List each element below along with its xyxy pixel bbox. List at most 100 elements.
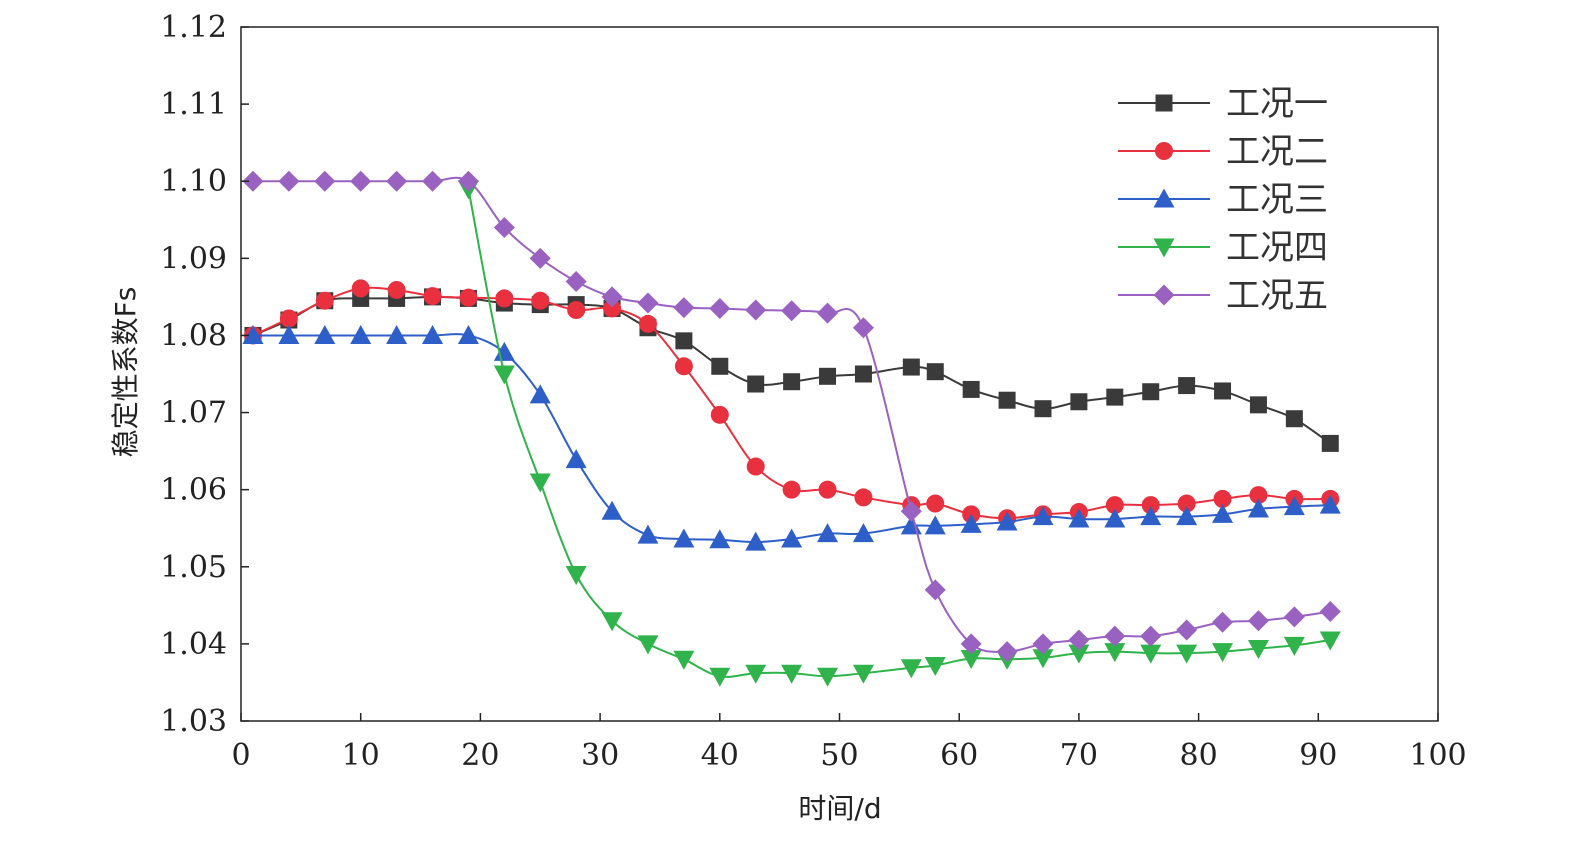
legend-marker (1153, 238, 1175, 258)
data-point (1140, 625, 1162, 647)
data-point (854, 365, 872, 383)
data-point (1212, 643, 1234, 663)
data-point (565, 449, 587, 469)
data-point (1249, 486, 1268, 505)
data-point (783, 373, 801, 391)
y-tick-label: 1.05 (160, 550, 227, 585)
data-point (493, 216, 515, 238)
data-point (926, 494, 945, 513)
y-tick-label: 1.03 (160, 704, 227, 739)
legend-label: 工况一 (1226, 84, 1328, 124)
y-tick-label: 1.10 (160, 164, 227, 199)
data-point (817, 667, 839, 687)
legend-item: 工况一 (1118, 84, 1328, 124)
legend-marker (1153, 284, 1175, 306)
y-tick-label: 1.08 (160, 318, 227, 353)
data-point (1319, 601, 1341, 623)
data-point (350, 324, 372, 344)
x-tick-label: 0 (231, 738, 250, 773)
data-point (386, 170, 408, 192)
data-point (1068, 508, 1090, 528)
data-point (242, 170, 264, 192)
data-point (529, 473, 551, 493)
legend-label: 工况五 (1226, 276, 1328, 316)
data-point (819, 367, 837, 385)
legend-label: 工况三 (1226, 180, 1328, 220)
data-point (1104, 508, 1126, 528)
data-point (924, 515, 946, 535)
data-point (900, 659, 922, 679)
data-point (1212, 611, 1234, 633)
legend-label: 工况二 (1226, 132, 1328, 172)
data-point (996, 511, 1018, 531)
data-point (459, 288, 478, 307)
data-point (962, 380, 980, 398)
data-point (1141, 496, 1160, 515)
data-point (423, 287, 442, 306)
data-point (745, 299, 767, 321)
series-2 (243, 279, 1340, 528)
data-point (900, 500, 922, 522)
data-point (314, 324, 336, 344)
data-point (710, 405, 729, 424)
data-point (1032, 506, 1054, 526)
data-point (1032, 649, 1054, 669)
legend-marker (1155, 142, 1173, 160)
series-layer (242, 170, 1341, 687)
data-point (745, 664, 767, 684)
data-point (637, 524, 659, 544)
data-point (387, 280, 406, 299)
data-point (1319, 494, 1341, 514)
legend-marker (1153, 188, 1175, 208)
data-point (782, 480, 801, 499)
data-point (457, 324, 479, 344)
data-point (781, 300, 803, 322)
x-tick-label: 40 (701, 738, 739, 773)
data-point (1176, 619, 1198, 641)
data-point (314, 170, 336, 192)
data-point (1142, 383, 1160, 401)
data-point (852, 317, 874, 339)
data-point (601, 500, 623, 520)
legend-label: 工况四 (1226, 228, 1328, 268)
data-point (1283, 606, 1305, 628)
data-point (960, 650, 982, 670)
data-point (1104, 625, 1126, 647)
data-point (960, 513, 982, 533)
x-tick-label: 80 (1180, 738, 1218, 773)
data-point (1177, 494, 1196, 513)
x-tick-label: 10 (342, 738, 380, 773)
data-point (852, 523, 874, 543)
y-axis: 1.03 1.04 1.05 1.06 1.07 1.08 1.09 1.10 1.11 1.12 (160, 10, 249, 739)
data-point (902, 358, 920, 376)
series-line (252, 333, 1331, 544)
data-point (709, 297, 731, 319)
data-point (422, 170, 444, 192)
data-point (1321, 434, 1339, 452)
data-point (493, 365, 515, 385)
data-point (1247, 610, 1269, 632)
data-point (637, 635, 659, 655)
data-point (493, 341, 515, 361)
data-point (1178, 377, 1196, 395)
data-point (1070, 393, 1088, 411)
x-tick-label: 90 (1299, 738, 1337, 773)
data-point (675, 332, 693, 350)
data-point (422, 324, 444, 344)
data-point (745, 531, 767, 551)
data-point (960, 633, 982, 655)
data-point (1068, 629, 1090, 651)
y-axis-title: 稳定性系数Fs (109, 287, 142, 458)
data-point (278, 170, 300, 192)
data-point (278, 324, 300, 344)
data-point (603, 299, 622, 318)
x-axis-title: 时间/d (798, 792, 881, 825)
data-point (1106, 388, 1124, 406)
data-point (601, 286, 623, 308)
y-tick-label: 1.06 (160, 473, 227, 508)
data-point (781, 528, 803, 548)
data-point (279, 309, 298, 328)
x-tick-label: 30 (581, 738, 619, 773)
data-point (1176, 644, 1198, 664)
data-point (531, 291, 550, 310)
